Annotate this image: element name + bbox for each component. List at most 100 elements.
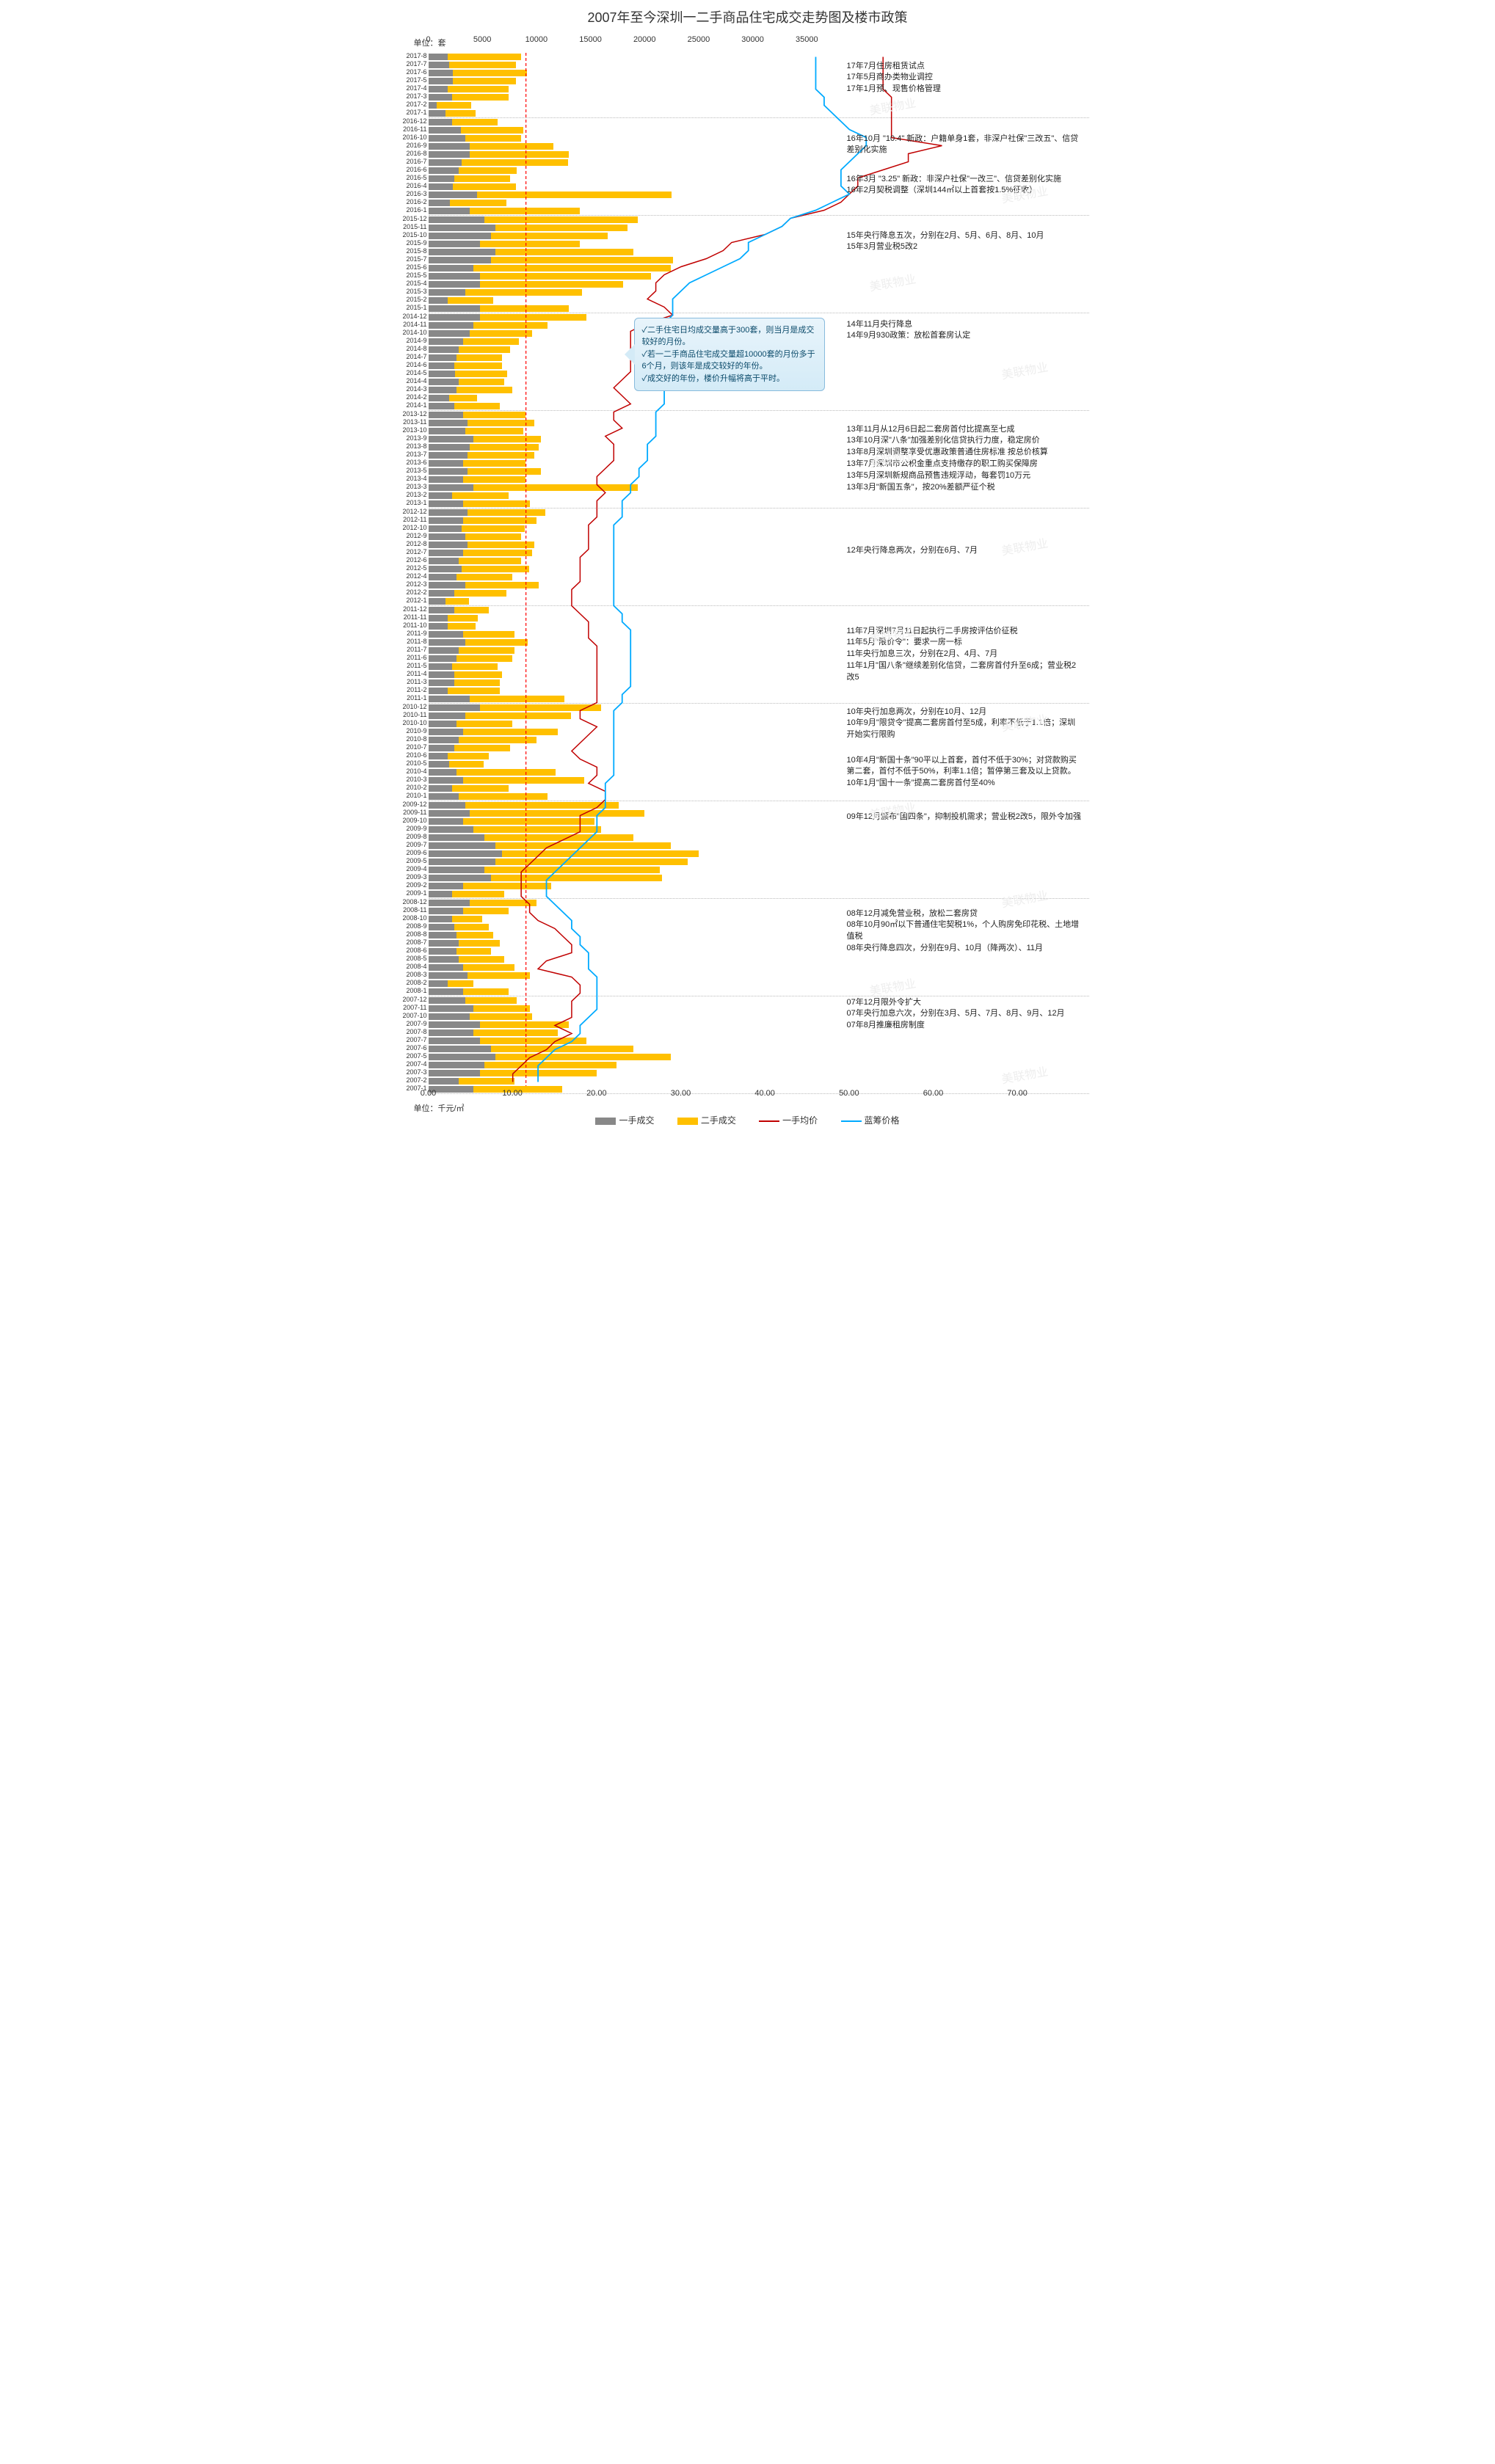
month-label: 2009-12 <box>395 801 427 808</box>
bar-secondary <box>495 842 671 849</box>
bar-secondary <box>465 997 517 1004</box>
bar-secondary <box>468 468 541 475</box>
data-row: 2016-1 <box>429 207 1089 215</box>
bar-primary <box>429 233 491 239</box>
month-label: 2007-7 <box>395 1036 427 1043</box>
annotation-line: 10年4月"新国十条"90平以上首套，首付不低于30%；对贷款购买第二套，首付不… <box>847 755 1082 779</box>
bar-primary <box>429 663 452 670</box>
bar-primary <box>429 533 465 540</box>
month-label: 2014-4 <box>395 377 427 384</box>
bar-primary <box>429 924 454 930</box>
bar-secondary <box>484 834 633 841</box>
data-row: 2008-2 <box>429 980 1089 988</box>
bar-primary <box>429 1046 491 1052</box>
month-label: 2011-1 <box>395 694 427 701</box>
month-label: 2008-3 <box>395 971 427 978</box>
month-label: 2008-8 <box>395 930 427 938</box>
month-label: 2010-8 <box>395 735 427 743</box>
month-label: 2013-1 <box>395 499 427 506</box>
bar-primary <box>429 183 454 190</box>
data-row: 2009-4 <box>429 866 1089 874</box>
annotation-line: 16年3月 "3.25" 新政：非深户社保"一改三"、信贷差别化实施 <box>847 174 1082 186</box>
bottom-tick: 60.00 <box>923 1089 944 1098</box>
month-label: 2013-9 <box>395 434 427 442</box>
annotation-line: 11年7月深圳7月11日起执行二手房按评估价征税 <box>847 626 1082 638</box>
bar-secondary <box>484 867 660 873</box>
month-label: 2017-8 <box>395 52 427 59</box>
month-label: 2016-1 <box>395 206 427 214</box>
bar-primary <box>429 688 448 694</box>
bar-primary <box>429 94 452 101</box>
bar-primary <box>429 70 454 76</box>
bar-primary <box>429 842 495 849</box>
month-label: 2011-10 <box>395 622 427 629</box>
data-row: 2012-1 <box>429 597 1089 605</box>
month-label: 2009-4 <box>395 865 427 872</box>
month-label: 2016-4 <box>395 182 427 189</box>
bar-primary <box>429 135 465 142</box>
bar-secondary <box>454 671 502 678</box>
bar-secondary <box>470 444 539 451</box>
month-label: 2008-2 <box>395 979 427 986</box>
bar-secondary <box>495 249 634 255</box>
bar-secondary <box>473 484 638 491</box>
month-label: 2009-7 <box>395 841 427 848</box>
bar-secondary <box>456 769 556 776</box>
bar-primary <box>429 679 454 686</box>
month-label: 2016-2 <box>395 198 427 205</box>
bar-secondary <box>455 371 507 377</box>
bar-primary <box>429 436 474 442</box>
month-label: 2007-5 <box>395 1052 427 1060</box>
bar-secondary <box>463 908 509 914</box>
data-row: 2012-10 <box>429 525 1089 533</box>
policy-annotation: 08年12月减免营业税，放松二套房贷08年10月90㎡以下普通住宅契税1%，个人… <box>847 908 1082 955</box>
month-label: 2016-5 <box>395 174 427 181</box>
bar-secondary <box>491 1046 634 1052</box>
bar-secondary <box>454 679 500 686</box>
month-label: 2017-7 <box>395 60 427 68</box>
bar-primary <box>429 655 456 662</box>
bottom-tick: 30.00 <box>671 1089 691 1098</box>
bar-secondary <box>452 891 504 897</box>
bar-primary <box>429 175 454 182</box>
bar-primary <box>429 566 462 572</box>
data-row: 2011-11 <box>429 614 1089 622</box>
bar-secondary <box>459 737 536 743</box>
bar-secondary <box>465 712 571 719</box>
bar-secondary <box>473 322 547 329</box>
bar-primary <box>429 257 491 263</box>
month-label: 2011-11 <box>395 613 427 621</box>
annotation-line: 14年9月930政策：放松首套房认定 <box>847 330 1082 342</box>
bar-secondary <box>452 785 509 792</box>
month-label: 2009-8 <box>395 833 427 840</box>
data-row: 2008-3 <box>429 972 1089 980</box>
top-tick: 10000 <box>525 35 548 44</box>
month-label: 2012-7 <box>395 548 427 555</box>
bottom-tick: 40.00 <box>754 1089 775 1098</box>
bar-primary <box>429 110 446 117</box>
month-label: 2014-5 <box>395 369 427 376</box>
bar-secondary <box>463 631 515 638</box>
bar-secondary <box>465 582 539 588</box>
month-label: 2009-10 <box>395 817 427 824</box>
bar-primary <box>429 891 452 897</box>
bar-primary <box>429 460 463 467</box>
month-label: 2011-12 <box>395 605 427 613</box>
bar-primary <box>429 916 452 922</box>
bar-secondary <box>452 94 509 101</box>
bar-primary <box>429 314 481 321</box>
top-tick: 5000 <box>473 35 491 44</box>
month-label: 2012-11 <box>395 516 427 523</box>
bar-primary <box>429 265 474 271</box>
bar-primary <box>429 598 446 605</box>
bottom-tick: 0.00 <box>421 1089 436 1098</box>
bar-primary <box>429 412 463 418</box>
bar-primary <box>429 721 456 727</box>
data-row: 2015-7 <box>429 256 1089 264</box>
bar-primary <box>429 777 463 784</box>
month-label: 2010-4 <box>395 768 427 775</box>
month-label: 2008-11 <box>395 906 427 914</box>
month-label: 2014-2 <box>395 393 427 401</box>
chart-container: 2007年至今深圳一二手商品住宅成交走势图及楼市政策 单位：套 05000100… <box>392 0 1104 1138</box>
data-row: 2017-2 <box>429 101 1089 109</box>
